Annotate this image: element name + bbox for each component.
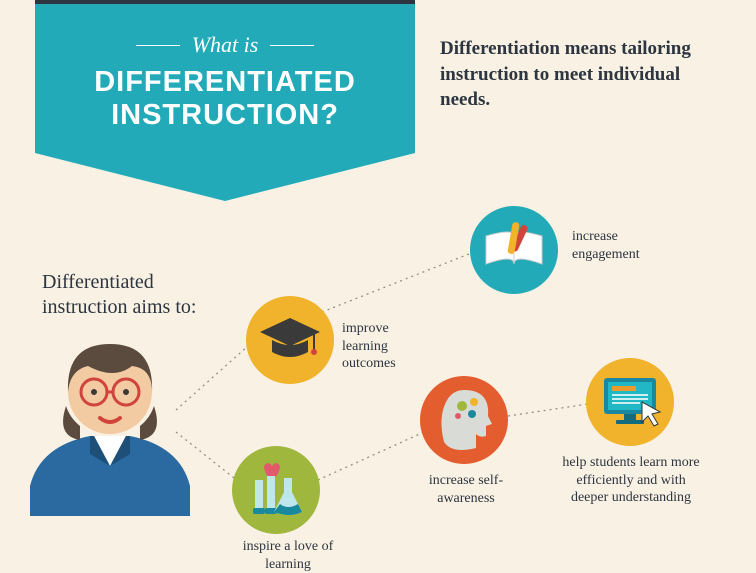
brain-head-icon	[420, 376, 508, 464]
label-head: increase self-awareness	[406, 472, 526, 507]
science-heart-icon	[232, 446, 320, 534]
node-monitor	[586, 358, 674, 446]
node-notebook	[470, 206, 558, 294]
label-notebook: increase engagement	[572, 228, 672, 263]
node-head	[420, 376, 508, 464]
label-cap: improve learning outcomes	[342, 320, 422, 373]
banner-subtitle: What is	[136, 32, 315, 58]
label-monitor: help students learn more efficiently and…	[556, 454, 706, 507]
notebook-pencil-icon	[470, 206, 558, 294]
aims-intro: Differentiatedinstruction aims to:	[42, 270, 196, 320]
node-flask	[232, 446, 320, 534]
banner-tail	[35, 153, 415, 201]
definition-text: Differentiation means tailoring instruct…	[440, 36, 720, 113]
title-banner: What is DIFFERENTIATED INSTRUCTION?	[35, 0, 415, 201]
graduation-cap-icon	[246, 296, 334, 384]
banner-body: What is DIFFERENTIATED INSTRUCTION?	[35, 0, 415, 153]
banner-title: DIFFERENTIATED INSTRUCTION?	[59, 66, 391, 133]
node-cap	[246, 296, 334, 384]
teacher-illustration	[30, 336, 190, 516]
computer-cursor-icon	[586, 358, 674, 446]
label-flask: inspire a love of learning	[228, 538, 348, 573]
